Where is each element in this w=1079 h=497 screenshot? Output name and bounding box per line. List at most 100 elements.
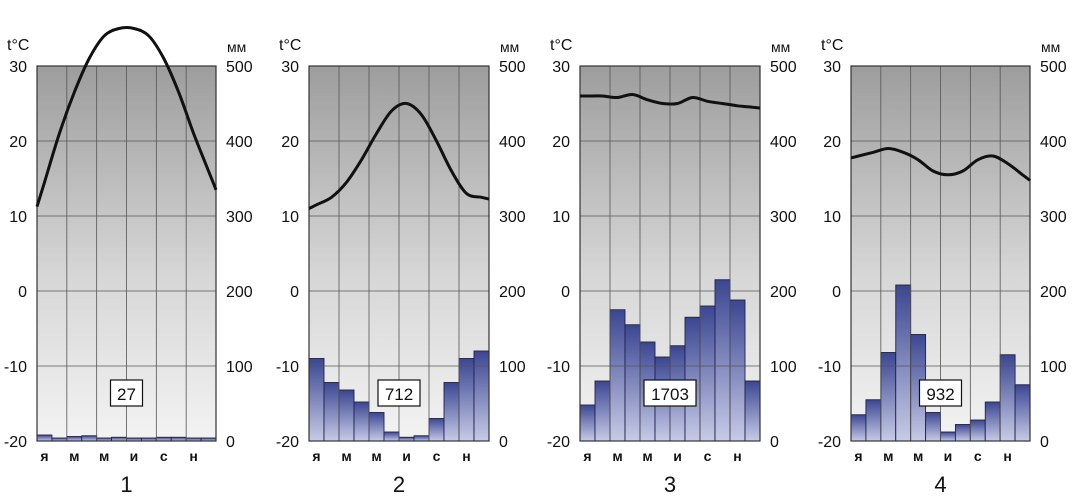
precipitation-tick-label: 200 bbox=[226, 284, 253, 301]
temperature-tick-label: 20 bbox=[823, 134, 841, 151]
temperature-tick-label: 20 bbox=[552, 134, 570, 151]
temperature-tick-label: -20 bbox=[547, 434, 570, 451]
precipitation-tick-label: 300 bbox=[1040, 209, 1067, 226]
precipitation-tick-label: 100 bbox=[499, 359, 526, 376]
precipitation-bar bbox=[714, 279, 731, 442]
temperature-curve bbox=[35, 26, 218, 208]
precipitation-tick-label: 300 bbox=[499, 209, 526, 226]
precipitation-bar bbox=[954, 424, 971, 442]
precipitation-bar bbox=[338, 389, 355, 442]
total-precipitation-box bbox=[377, 379, 421, 407]
precipitation-tick-label: 400 bbox=[226, 134, 253, 151]
temperature-tick-label: 0 bbox=[18, 284, 27, 301]
precipitation-bar bbox=[594, 380, 611, 442]
plot-frame bbox=[850, 65, 1031, 442]
month-label: м bbox=[612, 448, 622, 464]
panel-caption: 4 bbox=[934, 472, 946, 497]
panel-caption: 1 bbox=[120, 472, 132, 497]
precipitation-tick-label: 500 bbox=[1040, 59, 1067, 76]
total-precipitation-box bbox=[643, 379, 697, 407]
month-label: я bbox=[312, 448, 320, 464]
precipitation-bar bbox=[624, 324, 641, 442]
precipitation-bar bbox=[383, 431, 400, 442]
temperature-tick-label: 20 bbox=[281, 134, 299, 151]
month-label: м bbox=[913, 448, 923, 464]
total-precipitation-box bbox=[918, 379, 963, 407]
precipitation-bar bbox=[66, 436, 83, 442]
temperature-tick-label: -20 bbox=[4, 434, 27, 451]
precipitation-bar bbox=[473, 350, 490, 442]
precipitation-bar bbox=[684, 316, 701, 442]
temperature-tick-label: -10 bbox=[276, 359, 299, 376]
month-label: н bbox=[1003, 448, 1011, 464]
temperature-unit-label: t°C bbox=[279, 37, 301, 54]
temperature-curve bbox=[579, 92, 761, 110]
temperature-tick-label: 10 bbox=[823, 209, 841, 226]
total-precipitation-value: 932 bbox=[926, 385, 954, 404]
precipitation-bar bbox=[925, 412, 941, 442]
month-label: м bbox=[99, 448, 109, 464]
month-label: с bbox=[160, 448, 168, 464]
plot-frame bbox=[36, 65, 217, 442]
precipitation-bar bbox=[36, 434, 53, 442]
precipitation-bar bbox=[699, 305, 716, 442]
precipitation-tick-label: 400 bbox=[1040, 134, 1067, 151]
total-precipitation-value: 712 bbox=[385, 385, 413, 404]
precipitation-bar bbox=[428, 418, 445, 442]
precipitation-tick-label: 500 bbox=[499, 59, 526, 76]
precipitation-unit-label: мм bbox=[227, 39, 246, 55]
total-precipitation-value: 1703 bbox=[651, 385, 689, 404]
precipitation-tick-label: 400 bbox=[499, 134, 526, 151]
temperature-unit-label: t°C bbox=[821, 37, 843, 54]
precipitation-tick-label: 300 bbox=[770, 209, 797, 226]
precipitation-tick-label: 0 bbox=[226, 434, 235, 451]
precipitation-tick-label: 100 bbox=[1040, 359, 1067, 376]
temperature-curve bbox=[850, 147, 1031, 182]
temperature-tick-label: -20 bbox=[276, 434, 299, 451]
month-label: с bbox=[433, 448, 441, 464]
total-precipitation-box bbox=[109, 379, 144, 407]
temperature-tick-label: 10 bbox=[9, 209, 27, 226]
precipitation-tick-label: 200 bbox=[499, 284, 526, 301]
month-label: н bbox=[462, 448, 470, 464]
month-label: с bbox=[974, 448, 982, 464]
month-label: м bbox=[883, 448, 893, 464]
precipitation-bar bbox=[744, 380, 761, 442]
temperature-tick-label: -10 bbox=[818, 359, 841, 376]
plot-frame bbox=[579, 65, 761, 442]
temperature-tick-label: 30 bbox=[823, 59, 841, 76]
temperature-tick-label: 0 bbox=[290, 284, 299, 301]
month-label: и bbox=[130, 448, 139, 464]
precipitation-tick-label: 100 bbox=[226, 359, 253, 376]
precipitation-bar bbox=[940, 431, 956, 442]
temperature-unit-label: t°C bbox=[7, 37, 29, 54]
precipitation-bar bbox=[999, 354, 1016, 442]
precipitation-tick-label: 400 bbox=[770, 134, 797, 151]
precipitation-tick-label: 200 bbox=[770, 284, 797, 301]
precipitation-bar bbox=[895, 284, 912, 442]
precipitation-tick-label: 500 bbox=[226, 59, 253, 76]
temperature-curve bbox=[308, 101, 490, 210]
precipitation-unit-label: мм bbox=[500, 39, 519, 55]
precipitation-bar bbox=[984, 401, 1001, 442]
temperature-tick-label: 10 bbox=[552, 209, 570, 226]
precipitation-tick-label: 0 bbox=[770, 434, 779, 451]
precipitation-bar bbox=[969, 419, 986, 442]
panel-caption: 3 bbox=[664, 472, 676, 497]
temperature-tick-label: 20 bbox=[9, 134, 27, 151]
month-label: и bbox=[673, 448, 682, 464]
month-label: м bbox=[642, 448, 652, 464]
temperature-tick-label: 0 bbox=[561, 284, 570, 301]
month-label: м bbox=[341, 448, 351, 464]
month-label: с bbox=[704, 448, 712, 464]
panel-caption: 2 bbox=[393, 472, 405, 497]
total-precipitation-value: 27 bbox=[117, 385, 136, 404]
month-label: я bbox=[583, 448, 591, 464]
precipitation-tick-label: 200 bbox=[1040, 284, 1067, 301]
month-label: и bbox=[944, 448, 953, 464]
precipitation-bar bbox=[353, 401, 370, 442]
